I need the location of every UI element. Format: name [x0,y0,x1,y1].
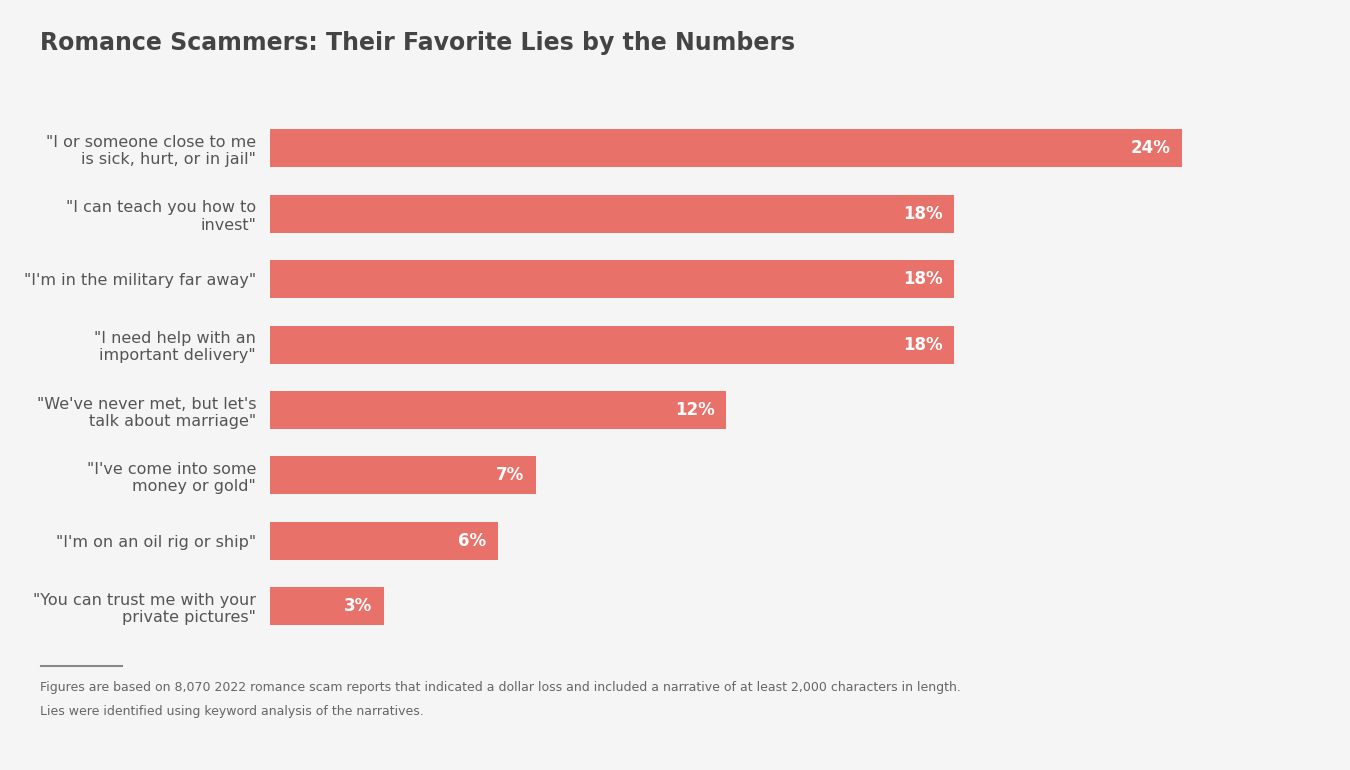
Bar [270,129,1183,167]
Text: 7%: 7% [497,467,525,484]
Text: 12%: 12% [675,401,714,419]
Bar [270,326,954,363]
Text: 3%: 3% [344,598,373,615]
Text: 18%: 18% [903,336,942,353]
Text: Romance Scammers: Their Favorite Lies by the Numbers: Romance Scammers: Their Favorite Lies by… [40,31,795,55]
Bar [270,457,536,494]
Bar [270,260,954,298]
Text: Figures are based on 8,070 2022 romance scam reports that indicated a dollar los: Figures are based on 8,070 2022 romance … [40,681,961,695]
Bar [270,588,383,625]
Text: 6%: 6% [459,532,486,550]
Text: 18%: 18% [903,270,942,288]
Text: Lies were identified using keyword analysis of the narratives.: Lies were identified using keyword analy… [40,705,424,718]
Text: 18%: 18% [903,205,942,223]
Bar [270,522,498,560]
Text: 24%: 24% [1131,139,1170,157]
Bar [270,195,954,233]
Bar [270,391,726,429]
